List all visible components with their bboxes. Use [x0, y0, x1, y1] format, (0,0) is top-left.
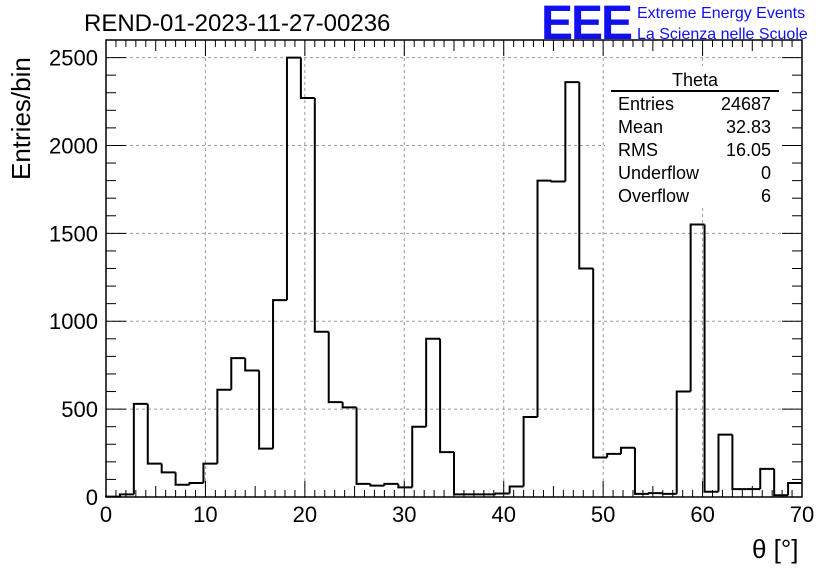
histogram-bin [675, 390, 691, 494]
stats-value: 32.83 [725, 117, 771, 137]
histogram-bin [564, 81, 580, 182]
eee-logo: EEE [541, 0, 633, 50]
histogram-bin [717, 433, 733, 492]
x-axis-label: θ [°] [752, 534, 799, 564]
histogram-bin [731, 434, 747, 491]
stats-row-rms: RMS 16.05 [611, 139, 779, 162]
stats-value: 24687 [720, 94, 771, 114]
histogram-bin [341, 402, 357, 409]
histogram-bin [578, 82, 594, 270]
x-tick-label: 30 [392, 502, 416, 527]
stats-row-underflow: Underflow 0 [611, 162, 779, 185]
histogram-bin [606, 452, 622, 458]
histogram-bin [174, 472, 190, 486]
histogram-bin [258, 370, 274, 450]
y-tick-label: 2500 [49, 46, 98, 71]
histogram-bin [661, 492, 677, 495]
x-tick-label: 0 [100, 502, 112, 527]
histogram-bin [787, 481, 802, 496]
stats-value: 0 [760, 163, 771, 183]
histogram-bin [397, 483, 413, 489]
stats-title: Theta [611, 70, 779, 92]
histogram-bin [146, 403, 162, 465]
histogram-bin [188, 481, 204, 485]
histogram-bin [647, 492, 663, 495]
histogram-bin [592, 268, 608, 459]
histogram-bin [272, 299, 287, 449]
logo-line-1: Extreme Energy Events [637, 5, 806, 22]
histogram-bin [411, 425, 427, 488]
logo-line-2: La Scienza nelle Scuole [637, 26, 808, 43]
x-tick-label: 60 [690, 502, 714, 527]
stats-label: Mean [618, 117, 664, 137]
histogram-bin [620, 446, 635, 454]
x-tick-label: 40 [491, 502, 515, 527]
stats-value: 16.05 [725, 140, 771, 160]
stats-label: Entries [618, 94, 675, 114]
histogram-bin [327, 331, 343, 404]
histogram-bin [703, 224, 719, 493]
histogram-bin [160, 463, 176, 474]
y-tick-label: 500 [61, 397, 98, 422]
x-tick-label: 10 [193, 502, 217, 527]
histogram-bin [383, 482, 399, 486]
histogram-bin [216, 388, 232, 464]
histogram-bin [759, 467, 775, 490]
stats-label: Underflow [618, 163, 700, 183]
histogram-bin [536, 179, 552, 418]
histogram-bin [522, 416, 538, 487]
stats-row-mean: Mean 32.83 [611, 116, 779, 139]
histogram-bin [118, 493, 134, 497]
histogram-bin [550, 180, 566, 183]
histogram-bin [299, 57, 315, 100]
x-tick-label: 50 [591, 502, 615, 527]
stats-box: Theta Entries 24687 Mean 32.83 RMS 16.05 Under… [611, 70, 779, 208]
histogram-bin [508, 485, 524, 494]
histogram-bin [425, 337, 441, 427]
stats-value: 6 [760, 186, 771, 206]
histogram-bin [230, 357, 246, 390]
histogram-bin [313, 98, 329, 333]
stats-label: RMS [618, 140, 658, 160]
histogram-bin [439, 338, 454, 454]
y-tick-label: 2000 [49, 133, 98, 158]
histogram-bin [494, 492, 510, 495]
histogram-bin [773, 468, 789, 497]
y-axis-label: Entries/bin [6, 57, 36, 180]
histogram-bin [132, 402, 148, 495]
histogram-bin [633, 447, 649, 495]
x-tick-label: 70 [790, 502, 814, 527]
y-tick-label: 1500 [49, 221, 98, 246]
histogram-bin [202, 462, 218, 483]
stats-box-background [605, 66, 785, 206]
histogram-bin [689, 223, 705, 392]
histogram-bin [453, 452, 468, 496]
stats-label: Overflow [618, 186, 690, 206]
y-tick-label: 0 [86, 485, 98, 510]
histogram-bin [355, 407, 371, 485]
stats-row-entries: Entries 24687 [611, 93, 779, 116]
histogram-bin [244, 358, 260, 372]
y-tick-label: 1000 [49, 309, 98, 334]
stats-row-overflow: Overflow 6 [611, 185, 779, 208]
histogram-bin [369, 483, 385, 487]
x-tick-label: 20 [293, 502, 317, 527]
plot-title: REND-01-2023-11-27-00236 [84, 10, 391, 37]
histogram-bin [285, 56, 301, 301]
